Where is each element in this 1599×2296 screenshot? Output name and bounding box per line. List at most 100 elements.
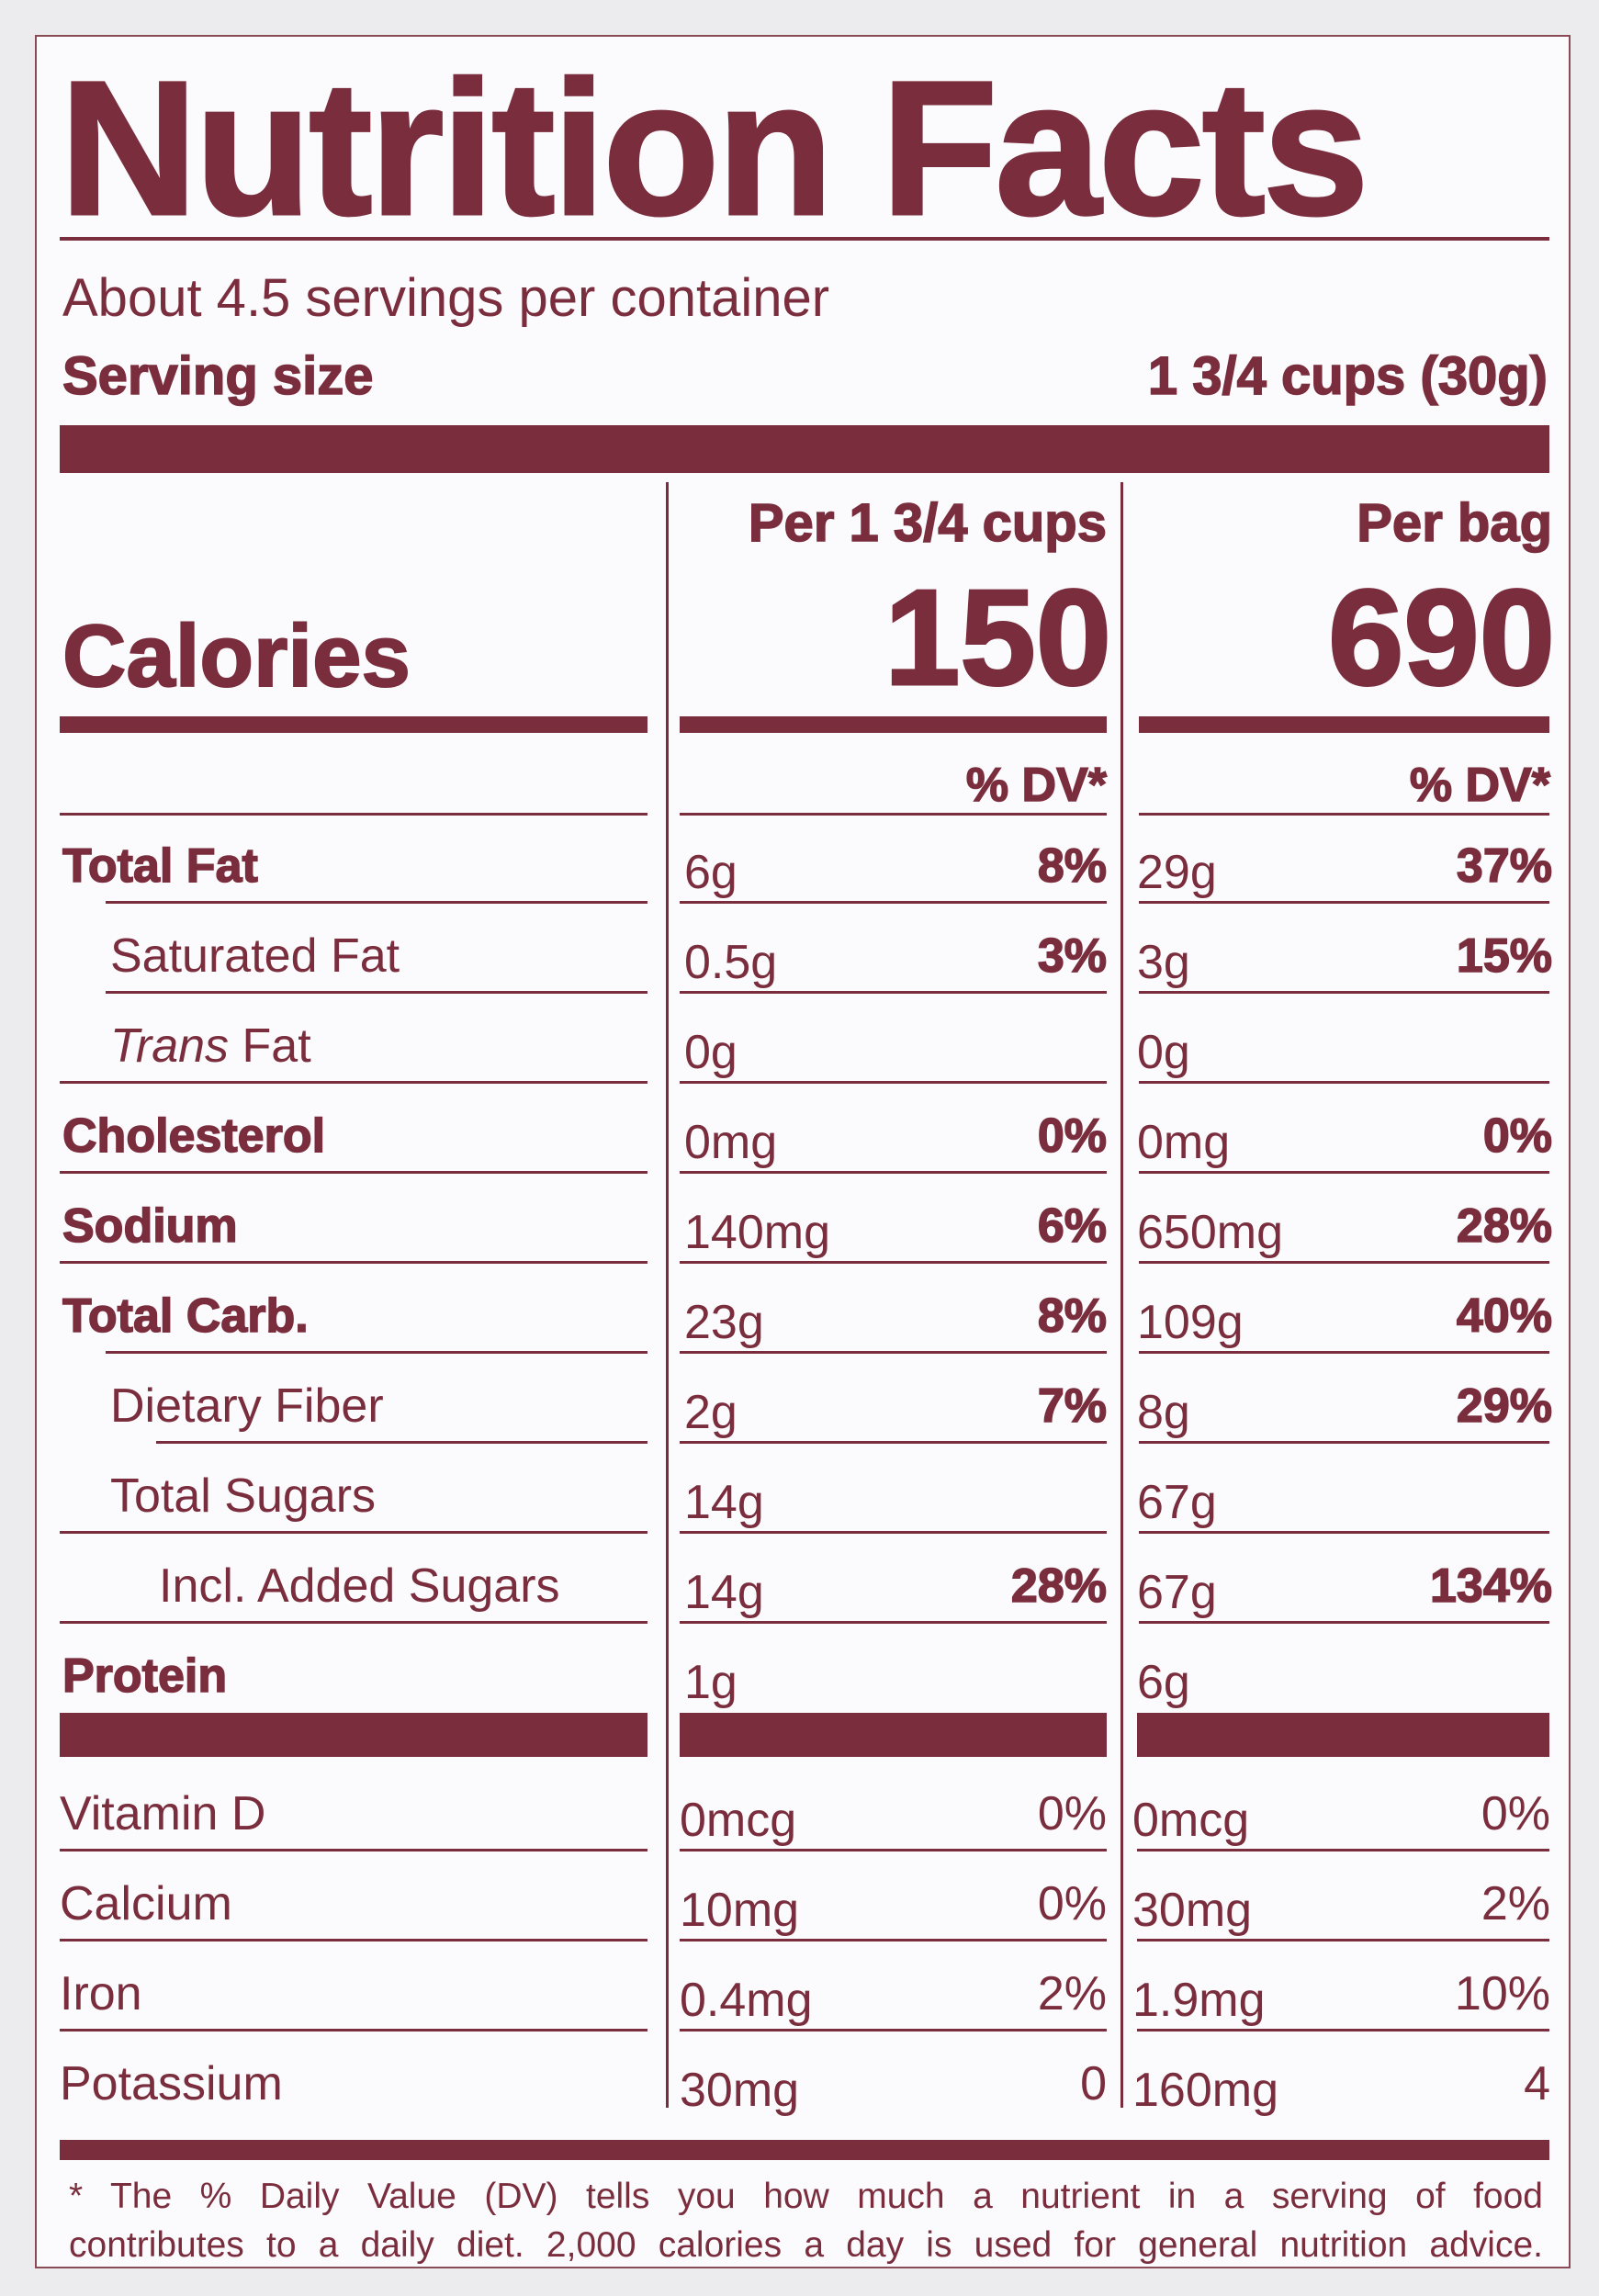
- vitamin-divider: [60, 1713, 647, 1757]
- column-1-dv: 3%: [1037, 929, 1108, 984]
- row-divider: [680, 1621, 1107, 1624]
- column-1-dv: 8%: [1037, 1289, 1108, 1344]
- row-divider: [60, 2029, 647, 2032]
- column-separator-2: [1120, 482, 1123, 2108]
- row-divider: [1139, 1441, 1549, 1444]
- nutrient-label-text: Sodium: [62, 1199, 238, 1254]
- row-divider: [680, 1849, 1107, 1851]
- column-2-dv: 28%: [1456, 1199, 1553, 1254]
- column-2-dv: 134%: [1429, 1559, 1553, 1614]
- row-divider: [60, 813, 647, 816]
- row-divider: [60, 1849, 647, 1851]
- row-divider: [680, 1171, 1107, 1174]
- column-1-amount: 140mg: [684, 1206, 830, 1259]
- calories-label: Calories: [62, 606, 411, 706]
- row-divider: [680, 813, 1107, 816]
- column-2-dv: 37%: [1456, 838, 1553, 894]
- column-2-amount: 0g: [1137, 1026, 1190, 1079]
- nutrient-label: Sodium: [62, 1199, 238, 1254]
- row-divider: [1139, 1351, 1549, 1354]
- label-title: Nutrition Facts: [59, 42, 1371, 255]
- row-divider: [106, 901, 647, 904]
- nutrient-label-text: Dietary Fiber: [110, 1379, 384, 1433]
- nutrient-label: Total Carb.: [62, 1289, 309, 1344]
- row-divider: [680, 1939, 1107, 1941]
- row-divider: [60, 1171, 647, 1174]
- nutrient-label: Total Sugars: [110, 1469, 376, 1524]
- row-divider: [1137, 2029, 1549, 2032]
- nutrient-label: Total Fat: [62, 838, 258, 894]
- column-2-dv: 15%: [1456, 929, 1553, 984]
- row-divider: [1139, 1531, 1549, 1534]
- column-1-amount: 6g: [684, 846, 738, 899]
- column-1-dv: 7%: [1037, 1379, 1108, 1434]
- title-divider: [60, 237, 1549, 241]
- column-1-dv: 6%: [1037, 1199, 1108, 1254]
- row-divider: [106, 991, 647, 994]
- column-2-dv: 4: [1524, 2057, 1550, 2110]
- nutrient-label: Protein: [62, 1649, 228, 1704]
- column-2-amount: 3g: [1137, 936, 1190, 989]
- nutrient-label-text: Incl. Added Sugars: [159, 1559, 560, 1613]
- vitamin-divider: [680, 1713, 1107, 1757]
- row-divider: [60, 1261, 647, 1264]
- footnote-line-1: * The % Daily Value (DV) tells you how m…: [69, 2177, 1543, 2216]
- column-2-amount: 6g: [1137, 1656, 1190, 1709]
- row-divider: [60, 1081, 647, 1084]
- thick-divider-bottom: [60, 2140, 1549, 2160]
- servings-per-container: About 4.5 servings per container: [62, 268, 830, 328]
- nutrient-label: Saturated Fat: [110, 929, 400, 984]
- nutrient-label: Incl. Added Sugars: [159, 1559, 560, 1614]
- column-1-amount: 30mg: [680, 2064, 800, 2117]
- calories-divider-label: [60, 716, 647, 733]
- column-1-amount: 1g: [684, 1656, 738, 1709]
- nutrition-facts-label: Nutrition Facts About 4.5 servings per c…: [35, 35, 1571, 2268]
- column-2-amount: 650mg: [1137, 1206, 1283, 1259]
- nutrient-label-text: Saturated Fat: [110, 929, 400, 983]
- column-2-amount: 109g: [1137, 1296, 1244, 1349]
- row-divider: [680, 901, 1107, 904]
- row-divider: [60, 1531, 647, 1534]
- serving-size-label: Serving size: [62, 345, 374, 407]
- nutrient-label-text: Total Sugars: [110, 1469, 377, 1523]
- row-divider: [1139, 1081, 1549, 1084]
- column-2-dv: 0%: [1482, 1109, 1553, 1164]
- column-2-amount: 67g: [1137, 1476, 1217, 1529]
- row-divider: [60, 1621, 647, 1624]
- column-2-amount: 8g: [1137, 1386, 1190, 1439]
- column-1-dv: 2%: [1037, 1967, 1107, 2020]
- nutrient-label: Trans Fat: [110, 1019, 311, 1074]
- column-2-dv: 40%: [1456, 1289, 1553, 1344]
- row-divider: [680, 1531, 1107, 1534]
- column-1-amount: 0.4mg: [680, 1974, 813, 2027]
- column-2-dv: 0%: [1481, 1787, 1550, 1840]
- column-1-dv: 0: [1080, 2057, 1107, 2110]
- column-2-amount: 0mcg: [1132, 1794, 1250, 1847]
- nutrient-label-text: Fat: [229, 1019, 311, 1073]
- column-1-dv: 0%: [1037, 1787, 1107, 1840]
- row-divider: [680, 1261, 1107, 1264]
- row-divider: [680, 1081, 1107, 1084]
- nutrient-label: Cholesterol: [62, 1109, 326, 1164]
- column-2-amount: 0mg: [1137, 1116, 1231, 1169]
- column-1-calories: 150: [884, 562, 1113, 714]
- column-2-dv-header: % DV*: [1409, 758, 1551, 813]
- vitamin-label: Potassium: [60, 2057, 283, 2110]
- column-2-header: Per bag: [1357, 492, 1553, 554]
- column-1-dv: 0%: [1037, 1109, 1108, 1164]
- row-divider: [106, 1351, 647, 1354]
- column-1-amount: 0g: [684, 1026, 738, 1079]
- row-divider: [1139, 901, 1549, 904]
- row-divider: [680, 2029, 1107, 2032]
- column-1-amount: 23g: [684, 1296, 764, 1349]
- nutrient-label-italic: Trans: [110, 1019, 230, 1073]
- row-divider: [1139, 991, 1549, 994]
- column-1-dv: 8%: [1037, 838, 1108, 894]
- row-divider: [1139, 1171, 1549, 1174]
- nutrient-label-text: Total Fat: [62, 838, 258, 894]
- column-1-dv-header: % DV*: [965, 758, 1108, 813]
- column-2-amount: 1.9mg: [1132, 1974, 1266, 2027]
- vitamin-divider: [1137, 1713, 1549, 1757]
- column-2-amount: 67g: [1137, 1566, 1217, 1619]
- row-divider: [1137, 1939, 1549, 1941]
